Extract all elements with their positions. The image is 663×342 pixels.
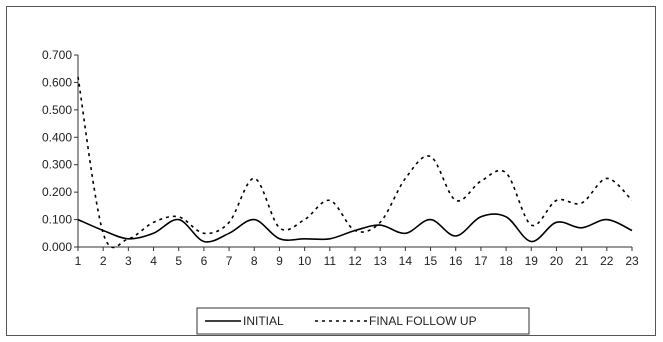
- data-point: [177, 215, 180, 218]
- x-tick-label: 17: [474, 254, 488, 268]
- y-tick-labels: 0.000 0.100 0.200 0.300 0.400 0.500 0.600 0.700: [42, 48, 78, 254]
- x-tick-label: 4: [150, 254, 157, 268]
- x-tick-label: 13: [374, 254, 388, 268]
- data-point: [253, 218, 256, 221]
- x-tick-label: 18: [499, 254, 513, 268]
- x-tick-labels: 1 2 3 4 5 6 7 8 9 10 11 12 13 14 15 16 17 18 19 20 21 22 23: [75, 247, 639, 268]
- plot-area: 0.000 0.100 0.200 0.300 0.400 0.500 0.600 0.700…: [42, 48, 639, 268]
- data-point: [228, 232, 231, 235]
- data-point: [228, 221, 231, 224]
- data-point: [429, 155, 432, 158]
- x-tick-label: 20: [550, 254, 564, 268]
- x-tick-label: 5: [175, 254, 182, 268]
- data-point: [303, 218, 306, 221]
- x-tick-label: 7: [226, 254, 233, 268]
- y-tick-label: 0.200: [42, 185, 72, 199]
- chart-frame: [6, 6, 656, 336]
- data-point: [202, 240, 205, 243]
- data-point: [177, 218, 180, 221]
- data-point: [127, 237, 130, 240]
- data-point: [379, 221, 382, 224]
- y-tick-label: 0.300: [42, 158, 72, 172]
- y-tick-label: 0.500: [42, 103, 72, 117]
- x-tick-label: 15: [424, 254, 438, 268]
- data-point: [505, 215, 508, 218]
- x-tick-label: 9: [276, 254, 283, 268]
- data-point: [404, 232, 407, 235]
- x-tick-label: 22: [600, 254, 614, 268]
- legend-label-initial: INITIAL: [243, 314, 284, 328]
- data-point: [505, 171, 508, 174]
- x-tick-label: 6: [201, 254, 208, 268]
- data-point: [580, 202, 583, 205]
- data-point: [278, 226, 281, 229]
- data-point: [454, 235, 457, 238]
- x-tick-label: 11: [324, 254, 337, 268]
- data-point: [479, 180, 482, 183]
- data-point: [278, 237, 281, 240]
- data-point: [404, 177, 407, 180]
- data-point: [152, 221, 155, 224]
- data-point: [479, 215, 482, 218]
- x-tick-label: 19: [525, 254, 539, 268]
- data-point: [202, 232, 205, 235]
- data-point: [530, 240, 533, 243]
- data-point: [555, 199, 558, 202]
- data-point: [253, 177, 256, 180]
- legend-label-final-follow-up: FINAL FOLLOW UP: [369, 314, 477, 328]
- x-tick-label: 12: [348, 254, 362, 268]
- data-point: [102, 232, 105, 235]
- y-tick-label: 0.700: [42, 48, 72, 62]
- series-line-0: [77, 213, 633, 243]
- data-point: [580, 226, 583, 229]
- x-tick-label: 2: [100, 254, 107, 268]
- y-tick-label: 0.100: [42, 213, 72, 227]
- legend: INITIAL FINAL FOLLOW UP: [196, 307, 530, 335]
- data-point: [605, 177, 608, 180]
- data-point: [77, 218, 80, 221]
- legend-box: [196, 307, 530, 335]
- y-tick-label: 0.400: [42, 130, 72, 144]
- x-tick-label: 23: [625, 254, 639, 268]
- data-point: [354, 229, 357, 232]
- x-tick-label: 21: [575, 254, 589, 268]
- data-point: [530, 224, 533, 227]
- data-point: [605, 218, 608, 221]
- x-tick-label: 3: [125, 254, 132, 268]
- data-point: [303, 237, 306, 240]
- data-point: [77, 75, 80, 78]
- y-tick-label: 0.600: [42, 75, 72, 89]
- data-point: [631, 199, 634, 202]
- data-point: [152, 232, 155, 235]
- series-line-1: [77, 76, 633, 249]
- data-point: [328, 199, 331, 202]
- data-point: [379, 224, 382, 227]
- series-lines: [77, 75, 634, 249]
- data-point: [328, 237, 331, 240]
- data-point: [555, 221, 558, 224]
- data-point: [454, 199, 457, 202]
- x-tick-label: 8: [251, 254, 258, 268]
- data-point: [631, 229, 634, 232]
- x-tick-label: 1: [75, 254, 82, 268]
- data-point: [429, 218, 432, 221]
- y-tick-label: 0.000: [42, 240, 72, 254]
- x-tick-label: 14: [399, 254, 413, 268]
- x-tick-label: 10: [298, 254, 312, 268]
- x-tick-label: 16: [449, 254, 463, 268]
